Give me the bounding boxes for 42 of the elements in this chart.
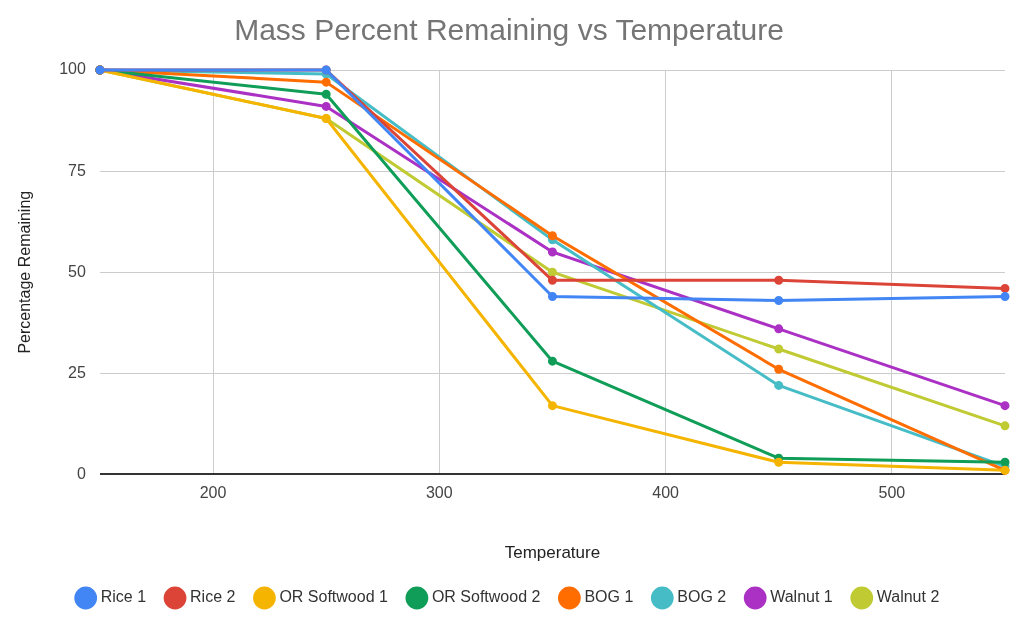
point: [321, 77, 331, 87]
point: [774, 275, 784, 285]
y-tick-label: 100: [59, 60, 86, 78]
y-tick-label: 0: [76, 464, 86, 482]
point: [547, 247, 557, 257]
legend-label: OR Softwood 2: [431, 588, 541, 606]
point: [547, 275, 557, 285]
x-tick-label: 500: [878, 484, 906, 502]
legend-label: OR Softwood 1: [279, 588, 388, 606]
point: [1000, 401, 1010, 411]
point: [547, 291, 557, 301]
y-tick-label: 50: [68, 262, 86, 280]
x-tick-label: 200: [199, 484, 227, 502]
legend-label: Walnut 1: [770, 588, 833, 606]
legend-label: Rice 1: [100, 588, 147, 606]
point: [547, 267, 557, 277]
legend-label: Rice 2: [190, 588, 236, 606]
y-axis-title: Percentage Remaining: [16, 190, 34, 354]
x-tick-label: 300: [425, 484, 453, 502]
point: [321, 89, 331, 99]
legend-label: Walnut 2: [876, 588, 940, 606]
y-tick-label: 25: [68, 363, 86, 381]
point: [774, 457, 784, 467]
point: [321, 101, 331, 111]
point: [774, 296, 784, 306]
point: [1000, 421, 1010, 431]
point: [547, 356, 557, 366]
point: [547, 401, 557, 411]
point: [1000, 291, 1010, 301]
point: [1000, 457, 1010, 467]
y-tick-label: 75: [68, 161, 86, 179]
point: [774, 380, 784, 390]
point: [774, 344, 784, 354]
point: [774, 364, 784, 374]
x-tick-label: 400: [652, 484, 680, 502]
point: [547, 231, 557, 241]
point: [774, 324, 784, 334]
legend-label: BOG 1: [584, 588, 634, 606]
chart-title: Mass Percent Remaining vs Temperature: [234, 13, 784, 47]
point: [1000, 283, 1010, 293]
legend-label: BOG 2: [677, 588, 727, 606]
x-axis-title: Temperature: [504, 543, 601, 563]
